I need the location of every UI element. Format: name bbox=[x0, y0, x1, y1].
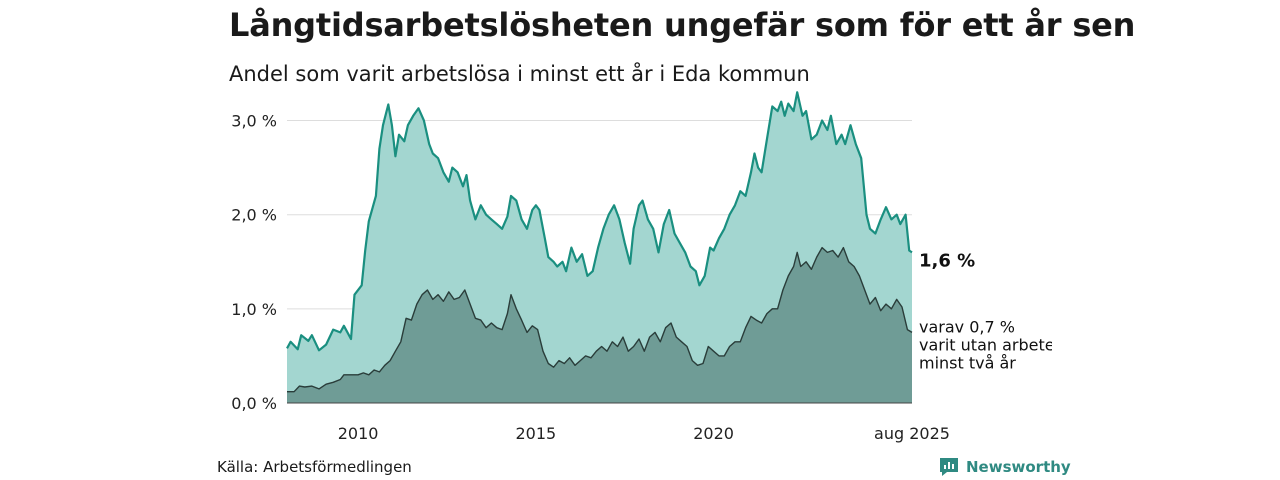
y-tick-label: 0,0 % bbox=[231, 394, 277, 413]
source-note: Källa: Arbetsförmedlingen bbox=[217, 458, 412, 476]
x-tick-label: 2010 bbox=[338, 424, 379, 443]
y-tick-label: 3,0 % bbox=[231, 112, 277, 131]
newsworthy-logo-icon bbox=[940, 458, 958, 476]
brand-name: Newsworthy bbox=[966, 458, 1071, 476]
series-area-longterm bbox=[287, 247, 912, 403]
end-label-longterm-line: varit utan arbete bbox=[919, 335, 1055, 354]
series-line-longterm bbox=[287, 246, 913, 393]
x-tick-label: aug 2025 bbox=[874, 424, 950, 443]
axes: 0,0 % 1,0 % 2,0 % 3,0 % 2010 2015 2020 aug 2025 bbox=[231, 112, 950, 443]
area-series bbox=[286, 91, 913, 404]
end-label-total: 1,6 % bbox=[919, 250, 975, 271]
end-label-longterm-line: varav 0,7 % bbox=[919, 317, 1015, 336]
x-tick-label: 2020 bbox=[693, 424, 734, 443]
y-tick-label: 2,0 % bbox=[231, 206, 277, 225]
chart-title: Långtidsarbetslösheten ungefär som för e… bbox=[229, 6, 1136, 44]
y-tick-label: 1,0 % bbox=[231, 300, 277, 319]
end-label-longterm-line: minst två år bbox=[919, 353, 1016, 372]
x-tick-label: 2015 bbox=[516, 424, 557, 443]
brand-logo: Newsworthy bbox=[938, 456, 1071, 478]
series-line-total bbox=[286, 91, 913, 352]
chart-subtitle: Andel som varit arbetslösa i minst ett å… bbox=[229, 62, 810, 86]
